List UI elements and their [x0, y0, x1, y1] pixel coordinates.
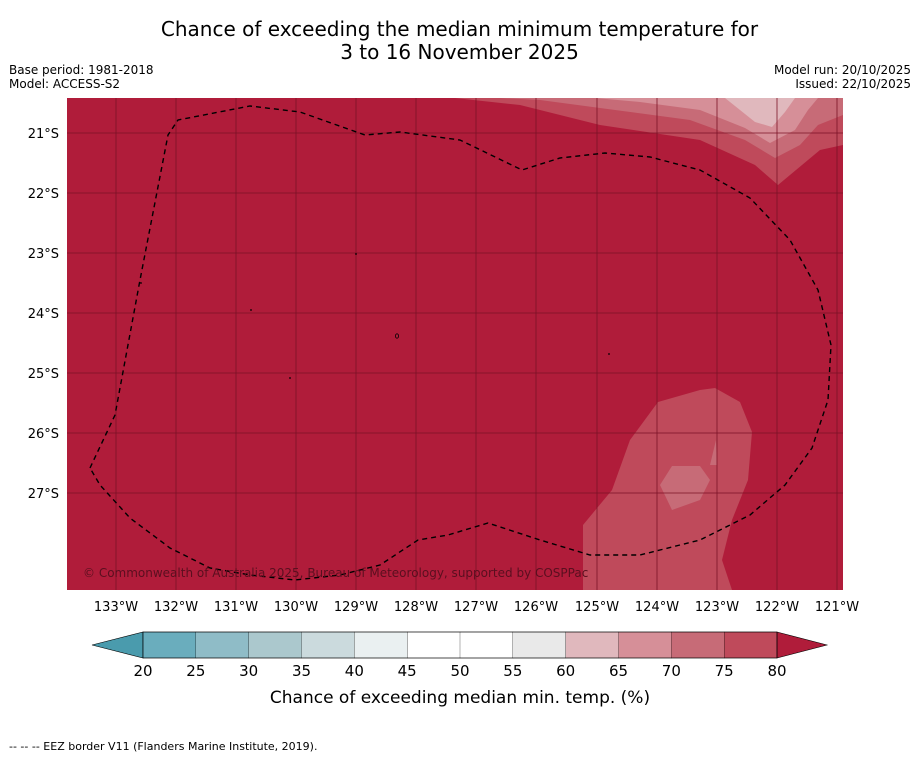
lat-tick-label: 25°S	[28, 367, 59, 382]
lon-tick-label: 128°W	[394, 600, 438, 615]
colorbar-frame	[142, 631, 778, 659]
contour-60-65	[725, 98, 795, 127]
colorbar-tick-label: 60	[556, 662, 575, 680]
contour-70-75-spot	[710, 440, 717, 465]
lat-tick-label: 21°S	[28, 127, 59, 142]
issued-text: Issued: 22/10/2025	[795, 77, 911, 91]
lon-tick-label: 133°W	[94, 600, 138, 615]
colorbar-tick-label: 30	[239, 662, 258, 680]
lon-tick-label: 124°W	[635, 600, 679, 615]
colorbar-under-arrow	[91, 631, 144, 659]
lon-tick-label: 127°W	[454, 600, 498, 615]
colorbar-segment	[195, 631, 250, 659]
colorbar-tick-label: 50	[450, 662, 469, 680]
colorbar-tick-label: 80	[767, 662, 786, 680]
lon-tick-label: 126°W	[514, 600, 558, 615]
meta-right: Model run: 20/10/2025 Issued: 22/10/2025	[774, 63, 911, 91]
colorbar-segment	[459, 631, 514, 659]
lon-tick-label: 129°W	[334, 600, 378, 615]
island-speck	[608, 353, 610, 355]
lat-tick-label: 23°S	[28, 247, 59, 262]
colorbar-tick-label: 25	[186, 662, 205, 680]
colorbar-tick-label: 55	[503, 662, 522, 680]
colorbar-tick-label: 65	[609, 662, 628, 680]
colorbar-segment	[354, 631, 408, 659]
lon-tick-label: 125°W	[575, 600, 619, 615]
base-period-text: Base period: 1981-2018	[9, 63, 154, 77]
eez-legend-note: -- -- -- EEZ border V11 (Flanders Marine…	[9, 740, 318, 753]
colorbar-tick-label: 40	[345, 662, 364, 680]
colorbar-segment	[671, 631, 725, 659]
lon-tick-label: 131°W	[214, 600, 258, 615]
title-line-1: Chance of exceeding the median minimum t…	[160, 17, 759, 41]
meta-left: Base period: 1981-2018 Model: ACCESS-S2	[9, 63, 154, 91]
colorbar-tick-label: 70	[662, 662, 681, 680]
model-run-text: Model run: 20/10/2025	[773, 63, 911, 77]
eez-border	[89, 105, 832, 581]
lat-tick-label: 27°S	[28, 487, 59, 502]
colorbar-segment	[618, 631, 672, 659]
lat-tick-labels: 21°S 22°S 23°S 24°S 25°S 26°S 27°S	[28, 127, 59, 502]
colorbar-label: Chance of exceeding median min. temp. (%…	[270, 688, 650, 708]
lat-tick-label: 24°S	[28, 307, 59, 322]
colorbar-segment	[248, 631, 302, 659]
colorbar-segment	[724, 631, 778, 659]
model-text: Model: ACCESS-S2	[9, 77, 121, 91]
colorbar: 20 25 30 35 40 45 50 55 60 65 70 75 80 Chance of exc…	[91, 631, 829, 708]
colorbar-segment	[301, 631, 355, 659]
island-speck	[355, 253, 357, 255]
island-speck	[140, 282, 142, 284]
lon-tick-label: 122°W	[755, 600, 799, 615]
title-line-2: 3 to 16 November 2025	[340, 40, 579, 64]
colorbar-over-arrow	[776, 631, 829, 659]
chart-title: Chance of exceeding the median minimum t…	[0, 18, 919, 64]
islands	[140, 253, 610, 379]
lat-tick-label: 26°S	[28, 427, 59, 442]
lon-tick-label: 130°W	[274, 600, 318, 615]
lon-tick-label: 121°W	[815, 600, 859, 615]
colorbar-segment	[565, 631, 619, 659]
copyright-text: © Commonwealth of Australia 2025, Bureau…	[83, 566, 588, 580]
lon-tick-label: 123°W	[695, 600, 739, 615]
colorbar-segment	[512, 631, 567, 659]
island-speck	[289, 377, 291, 379]
lat-tick-label: 22°S	[28, 187, 59, 202]
forecast-map: © Commonwealth of Australia 2025, Bureau…	[28, 98, 859, 708]
lon-tick-label: 132°W	[154, 600, 198, 615]
colorbar-tick-label: 45	[398, 662, 417, 680]
island-outline	[394, 333, 399, 339]
colorbar-segment	[407, 631, 461, 659]
lon-tick-labels: 133°W 132°W 131°W 130°W 129°W 128°W 127°…	[94, 600, 859, 615]
colorbar-tick-label: 75	[715, 662, 734, 680]
contour-70-75-south	[660, 466, 710, 510]
colorbar-tick-label: 20	[133, 662, 152, 680]
colorbar-segment	[142, 631, 197, 659]
island-speck	[250, 309, 252, 311]
colorbar-tick-label: 35	[292, 662, 311, 680]
